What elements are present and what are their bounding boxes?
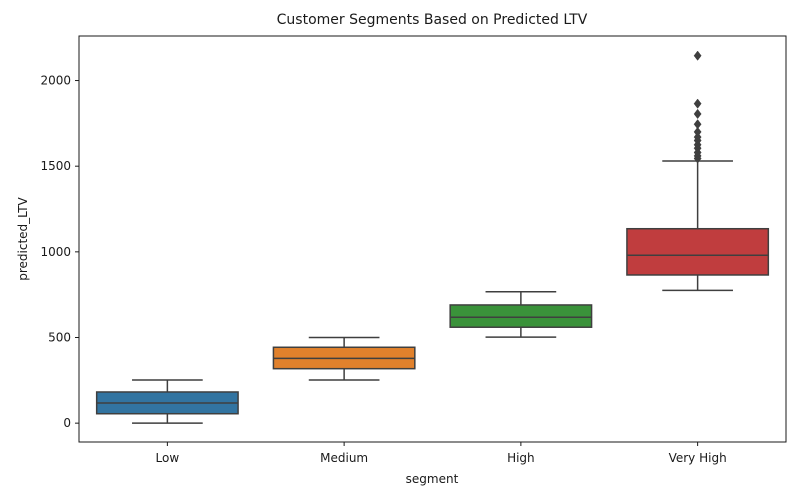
outlier-point xyxy=(693,98,702,109)
outlier-point xyxy=(693,108,702,120)
y-tick-label: 2000 xyxy=(40,74,71,88)
x-tick-label: Very High xyxy=(669,451,727,465)
x-axis-label: segment xyxy=(406,472,459,486)
plot-frame xyxy=(78,35,787,443)
x-axis: Low Medium High Very High xyxy=(156,442,727,465)
plot-area xyxy=(95,50,770,424)
outlier-point xyxy=(693,50,702,61)
box-medium xyxy=(272,336,416,381)
y-axis: 0 500 1000 1500 2000 xyxy=(40,74,79,430)
outlier-point xyxy=(693,119,702,130)
box-iqr xyxy=(449,304,593,328)
y-tick-label: 0 xyxy=(63,416,71,430)
x-tick-label: High xyxy=(507,451,535,465)
y-axis-label: predicted_LTV xyxy=(16,196,30,280)
outlier-point xyxy=(693,131,702,143)
x-tick-label: Medium xyxy=(320,451,368,465)
box-low xyxy=(95,379,239,424)
chart-title: Customer Segments Based on Predicted LTV xyxy=(277,12,588,28)
outlier-point xyxy=(693,126,702,138)
y-tick-label: 1000 xyxy=(40,245,71,259)
box-very-high xyxy=(626,50,770,292)
x-tick-label: Low xyxy=(156,451,180,465)
y-tick-label: 500 xyxy=(48,331,71,345)
box-high xyxy=(449,291,593,338)
box-iqr xyxy=(626,227,770,276)
y-tick-label: 1500 xyxy=(40,159,71,173)
